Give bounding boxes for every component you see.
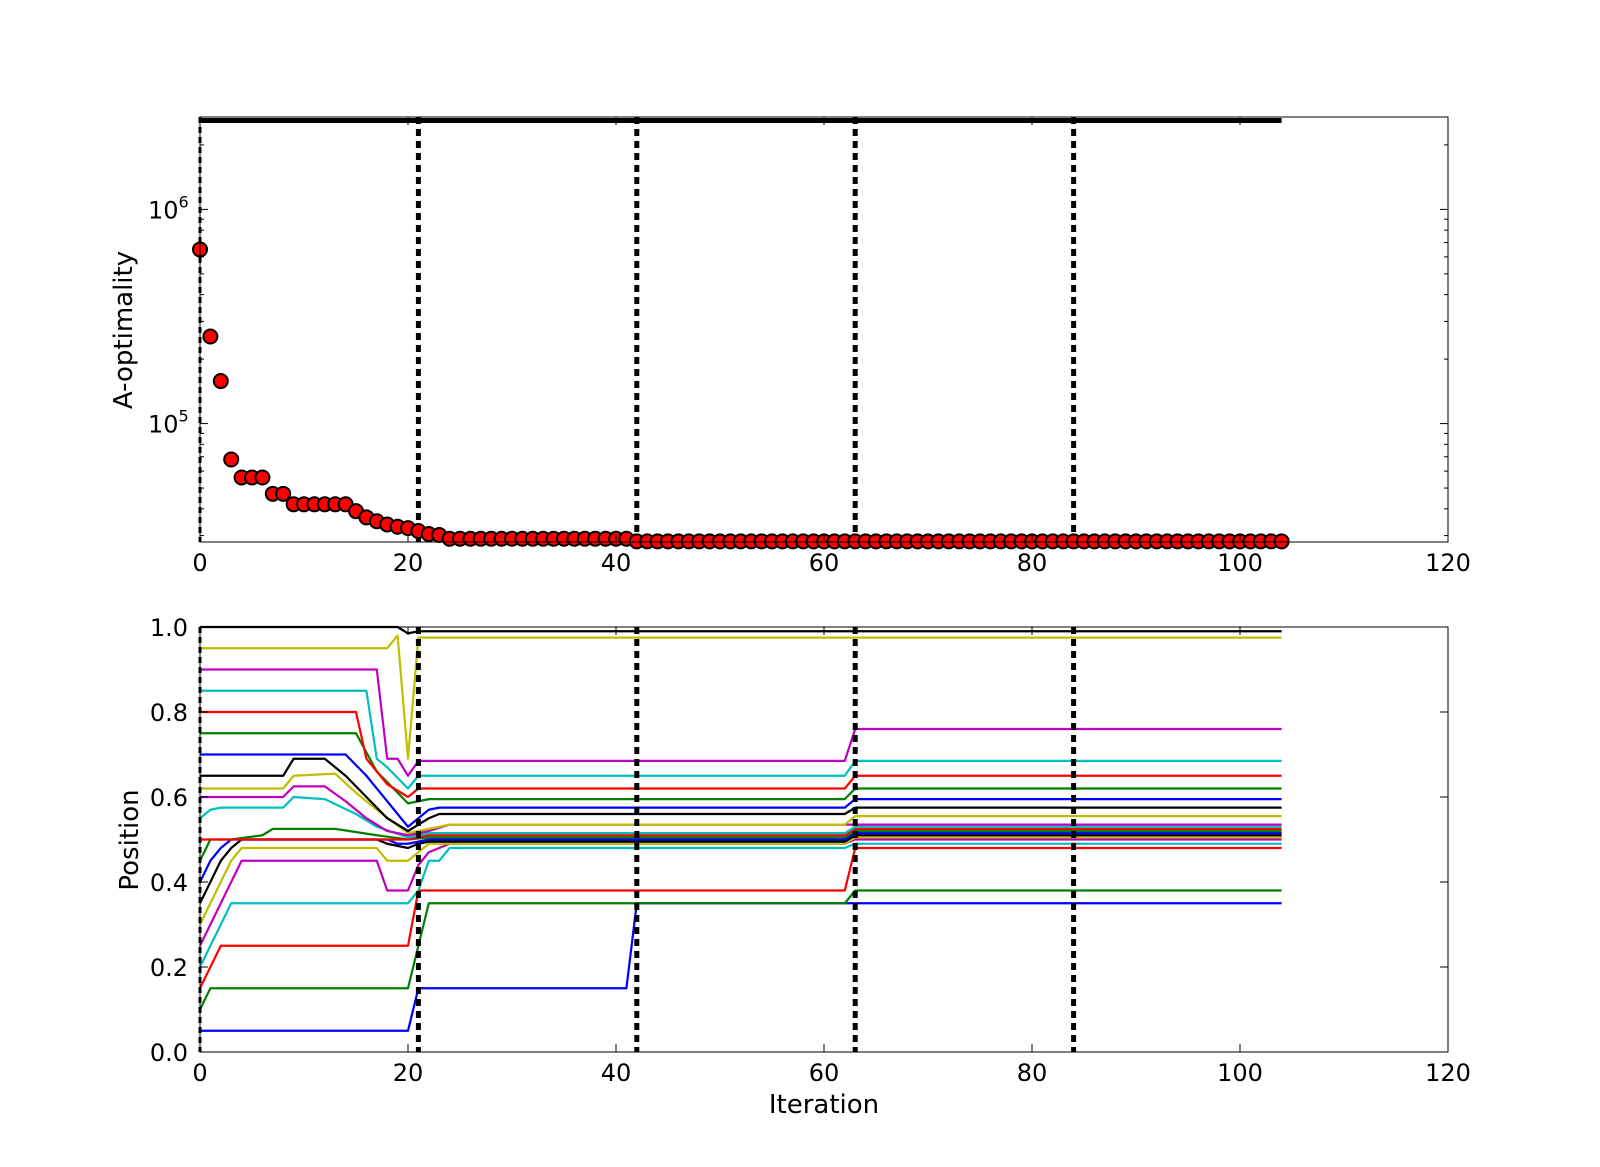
bottom-ytick-label-3: 0.6 [150,784,188,812]
bottom-ytick-label-5: 1.0 [150,614,188,642]
position-series-9 [200,827,1282,841]
top-xtick-label-5: 100 [1217,549,1263,577]
top-plot-frame [200,117,1448,542]
position-series-15 [200,732,1282,805]
bottom-ytick-label-4: 0.8 [150,699,188,727]
top-marker-104 [1273,533,1290,550]
position-series-13 [200,757,1282,833]
top-xtick-label-3: 60 [809,549,840,577]
top-marker-2 [212,373,229,390]
top-xtick-label-4: 80 [1017,549,1048,577]
bottom-x-ticks: 0 20 40 60 80 100 120 [192,627,1471,1087]
bottom-y-ticks: 0.0 0.2 0.4 0.6 0.8 1.0 [150,614,1448,1067]
bottom-ytick-label-0: 0.0 [150,1039,188,1067]
position-series-12 [200,772,1282,835]
top-marker-3 [223,451,240,468]
position-series-3 [199,842,1282,968]
top-xtick-label-2: 40 [601,549,632,577]
bottom-x-axis-label: Iteration [769,1090,879,1120]
position-series-7 [199,832,1282,883]
top-panel: 0 20 40 60 80 100 120 105 106 A-optimality [109,116,1471,577]
bottom-xtick-label-5: 100 [1217,1059,1263,1087]
top-marker-6 [254,469,271,486]
top-marker-1 [202,328,219,345]
top-xtick-label-1: 20 [393,549,424,577]
bottom-xtick-label-6: 120 [1425,1059,1471,1087]
top-y-axis-label: A-optimality [109,251,139,409]
top-ytick-label-1: 106 [148,192,189,224]
position-series-14 [200,753,1282,828]
bottom-xtick-label-1: 20 [393,1059,424,1087]
bottom-xtick-label-2: 40 [601,1059,632,1087]
top-x-ticks: 0 20 40 60 80 100 120 [192,117,1471,577]
bottom-ytick-label-2: 0.4 [150,869,188,897]
bottom-xtick-label-0: 0 [192,1059,207,1087]
position-series-10 [199,795,1282,839]
bottom-ytick-label-1: 0.2 [150,954,188,982]
position-series-19 [200,634,1282,760]
bottom-xtick-label-4: 80 [1017,1059,1048,1087]
top-ytick-label-0: 105 [148,407,189,439]
top-xtick-label-6: 120 [1425,549,1471,577]
top-marker-8 [275,485,292,502]
bottom-plot-content [198,625,1282,1052]
position-series-17 [200,689,1282,790]
position-series-16 [200,710,1282,799]
bottom-panel: 0 20 40 60 80 100 120 0.0 0.2 0.4 0.6 0.8 1.0 Posit… [115,614,1471,1120]
position-series-5 [199,836,1282,925]
bottom-xtick-label-3: 60 [809,1059,840,1087]
position-series-18 [200,668,1282,777]
top-plot-content [192,117,1290,550]
top-y-ticks: 105 106 [148,144,1448,537]
bottom-y-axis-label: Position [115,789,145,890]
position-series-6 [199,834,1282,904]
top-xtick-label-0: 0 [192,549,207,577]
